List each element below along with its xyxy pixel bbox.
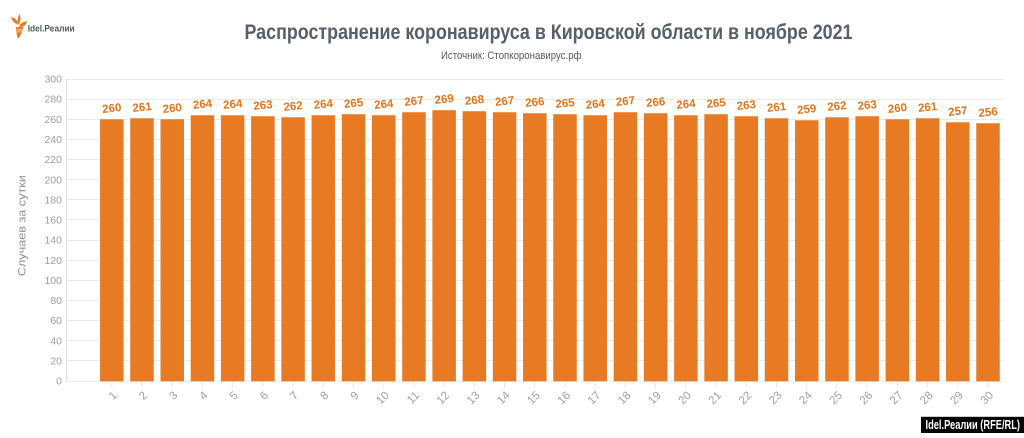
- svg-text:Случаев за сутки: Случаев за сутки: [17, 175, 29, 276]
- svg-text:280: 280: [44, 94, 62, 106]
- svg-text:261: 261: [766, 101, 787, 115]
- svg-text:261: 261: [132, 101, 153, 115]
- svg-text:264: 264: [374, 98, 395, 112]
- svg-text:266: 266: [525, 96, 545, 110]
- svg-text:40: 40: [50, 335, 62, 347]
- svg-text:262: 262: [827, 100, 847, 114]
- svg-text:256: 256: [978, 106, 998, 120]
- svg-text:Idel.Реалии (RFE/RL): Idel.Реалии (RFE/RL): [926, 418, 1021, 432]
- svg-text:262: 262: [283, 100, 303, 114]
- svg-text:263: 263: [253, 99, 273, 113]
- svg-text:267: 267: [615, 95, 635, 109]
- svg-text:263: 263: [736, 99, 756, 113]
- svg-text:120: 120: [44, 255, 62, 267]
- svg-text:261: 261: [918, 101, 939, 115]
- svg-text:265: 265: [343, 97, 364, 111]
- svg-text:200: 200: [44, 174, 62, 186]
- svg-text:265: 265: [555, 97, 576, 111]
- svg-text:260: 260: [102, 102, 122, 116]
- svg-text:60: 60: [50, 315, 62, 327]
- svg-text:267: 267: [404, 95, 424, 109]
- svg-text:300: 300: [44, 74, 62, 86]
- svg-text:100: 100: [44, 275, 62, 287]
- svg-text:257: 257: [948, 105, 968, 119]
- svg-text:264: 264: [192, 98, 213, 112]
- svg-text:264: 264: [585, 98, 606, 112]
- svg-text:140: 140: [44, 235, 62, 247]
- svg-text:265: 265: [706, 97, 727, 111]
- svg-text:266: 266: [646, 96, 666, 110]
- svg-text:180: 180: [44, 194, 62, 206]
- svg-text:11: 11: [405, 390, 422, 407]
- svg-text:260: 260: [162, 102, 182, 116]
- svg-text:Idel.Реалии: Idel.Реалии: [28, 24, 75, 35]
- svg-text:20: 20: [50, 355, 62, 367]
- svg-text:80: 80: [50, 295, 62, 307]
- svg-text:260: 260: [44, 114, 62, 126]
- svg-text:220: 220: [44, 154, 62, 166]
- svg-text:269: 269: [434, 93, 454, 107]
- svg-text:0: 0: [56, 376, 62, 388]
- svg-text:264: 264: [223, 98, 244, 112]
- svg-text:268: 268: [464, 94, 485, 108]
- svg-text:259: 259: [797, 103, 817, 117]
- svg-text:263: 263: [857, 99, 877, 113]
- svg-text:160: 160: [44, 215, 62, 227]
- svg-text:260: 260: [887, 102, 907, 116]
- svg-text:Источник: Стопкоронавирус.рф: Источник: Стопкоронавирус.рф: [441, 50, 582, 62]
- svg-text:267: 267: [495, 95, 515, 109]
- svg-text:Распространение коронавируса в: Распространение коронавируса в Кировской…: [245, 20, 853, 44]
- svg-text:264: 264: [313, 98, 334, 112]
- svg-text:264: 264: [676, 98, 697, 112]
- svg-text:240: 240: [44, 134, 62, 146]
